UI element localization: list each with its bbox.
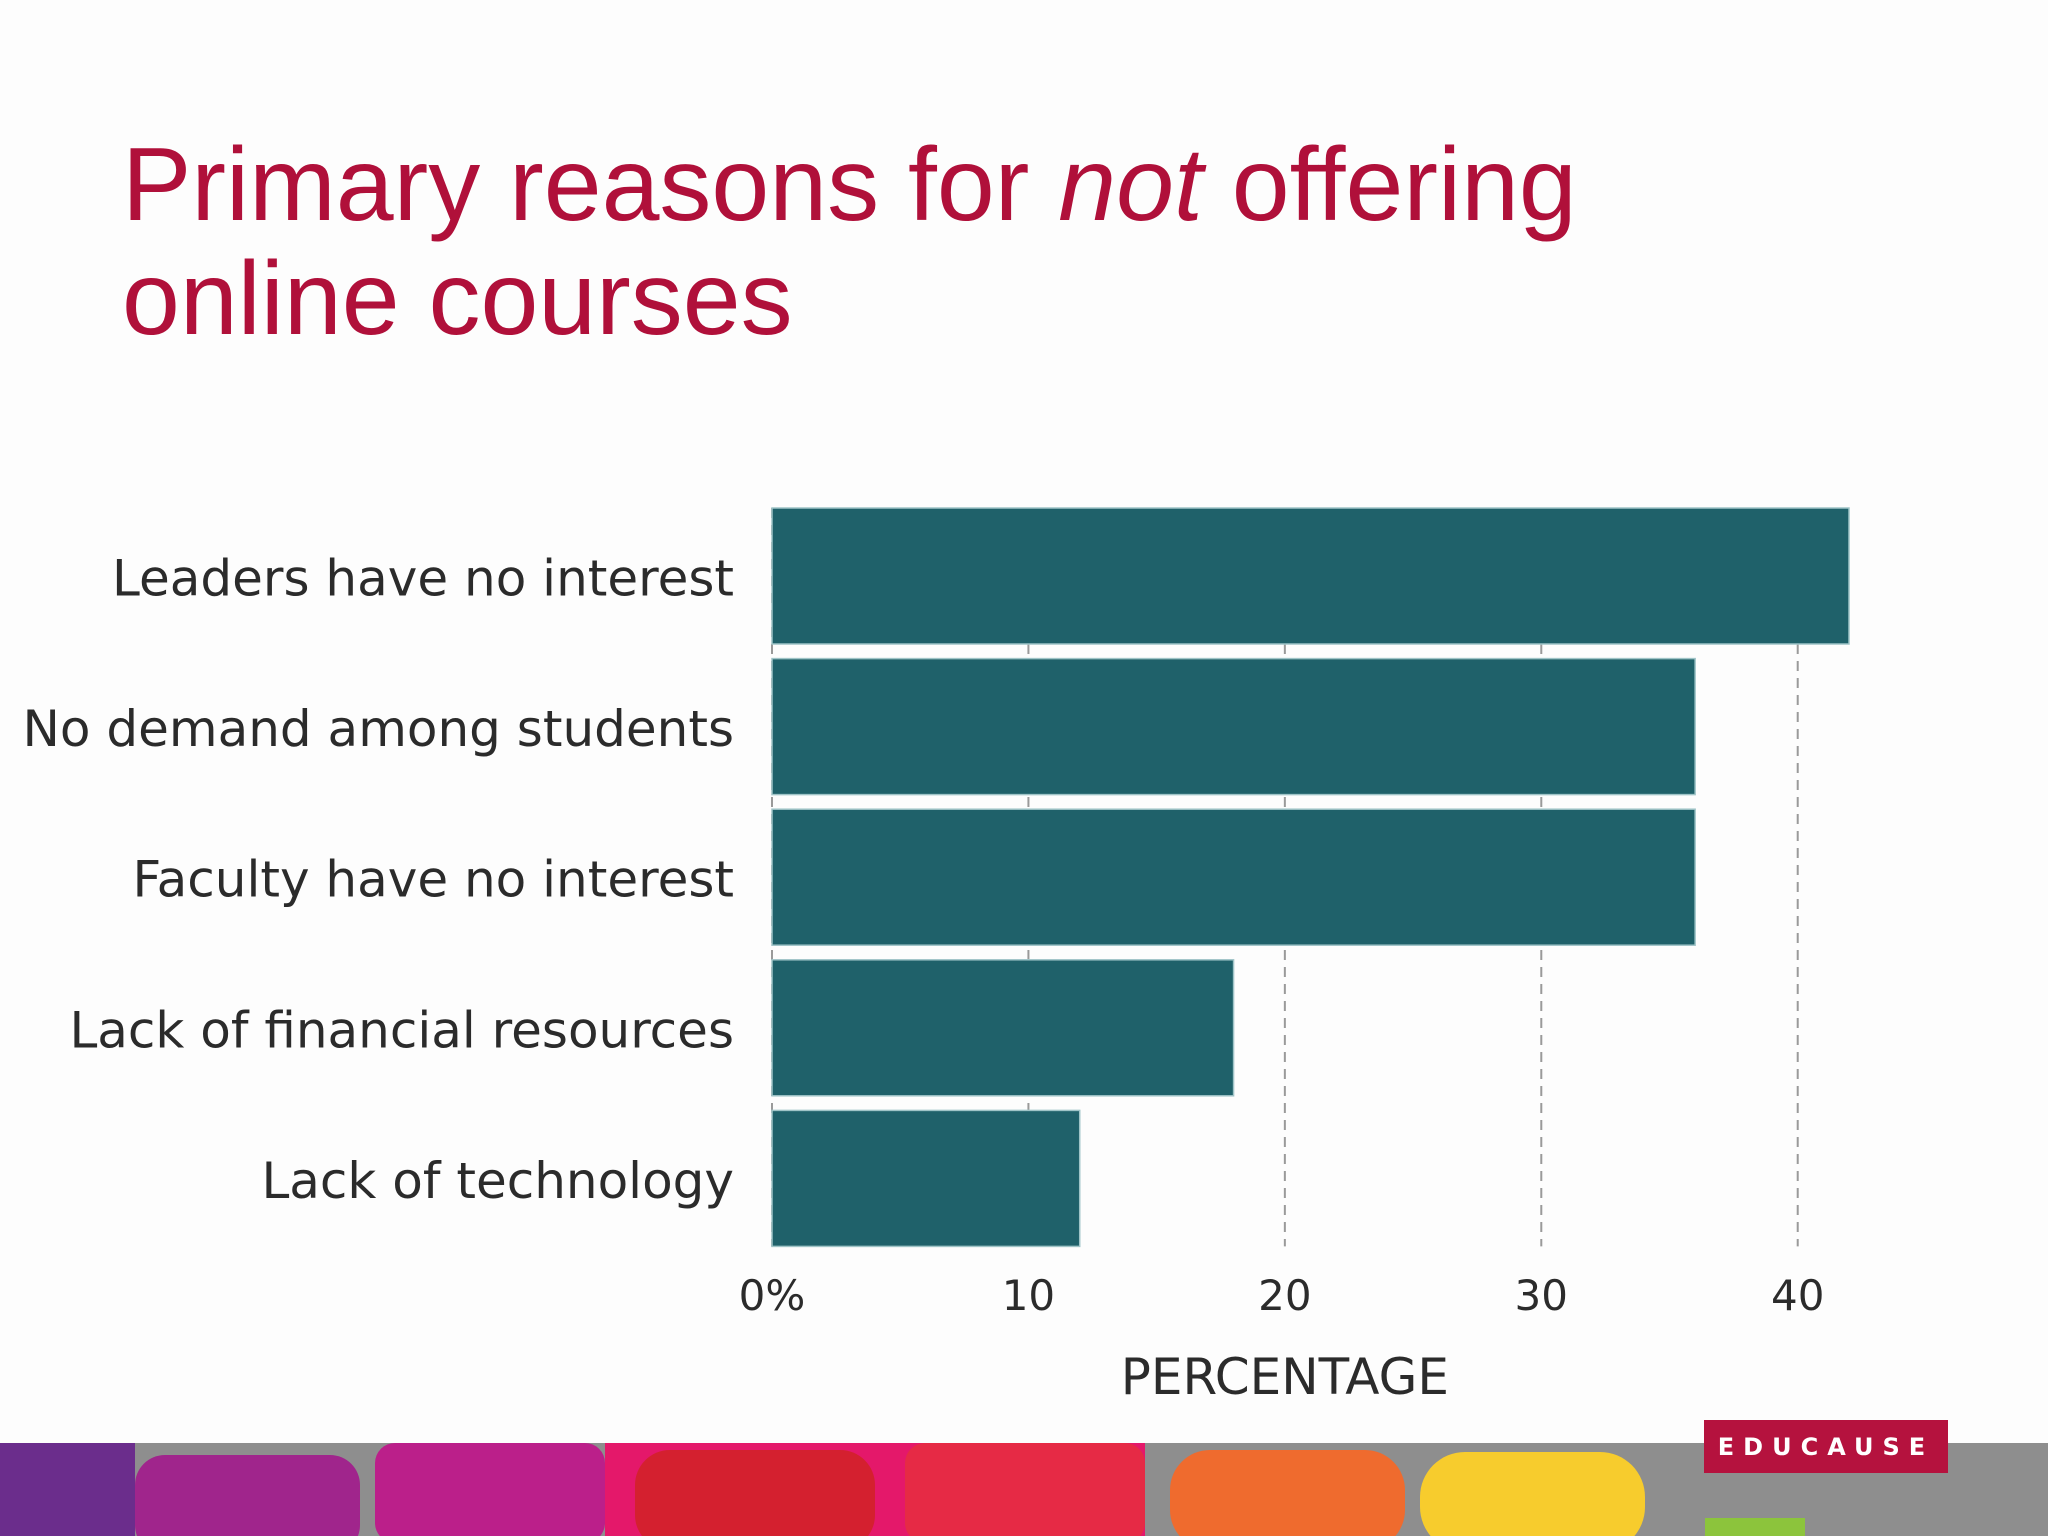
y-tick-label: No demand among students [23,700,735,758]
title-text: offering online courses [122,127,1577,357]
title-text: Primary reasons for [122,127,1059,243]
y-tick-label: Lack of technology [261,1152,734,1210]
bar [771,657,1696,796]
x-tick-label: 30 [1515,1271,1568,1320]
bar [771,808,1696,946]
title-emphasis: not [1058,127,1203,243]
bar [771,959,1235,1097]
y-tick-label: Leaders have no interest [112,550,734,608]
bar [771,507,1850,645]
x-tick-label: 10 [1002,1271,1055,1320]
x-tick-label: 40 [1771,1271,1824,1320]
x-tick-label: 20 [1258,1271,1311,1320]
chart-title: Primary reasons for not offering online … [122,128,1822,356]
y-tick-label: Lack of financial resources [69,1001,734,1059]
y-tick-label: Faculty have no interest [132,851,734,909]
bar [771,1109,1081,1248]
logo-box [1704,1420,1948,1473]
x-axis-label: PERCENTAGE [1121,1348,1449,1406]
footer [0,1443,2048,1536]
x-tick-label: 0% [739,1271,806,1320]
logo: EDUCAUSE [1718,1433,1934,1461]
